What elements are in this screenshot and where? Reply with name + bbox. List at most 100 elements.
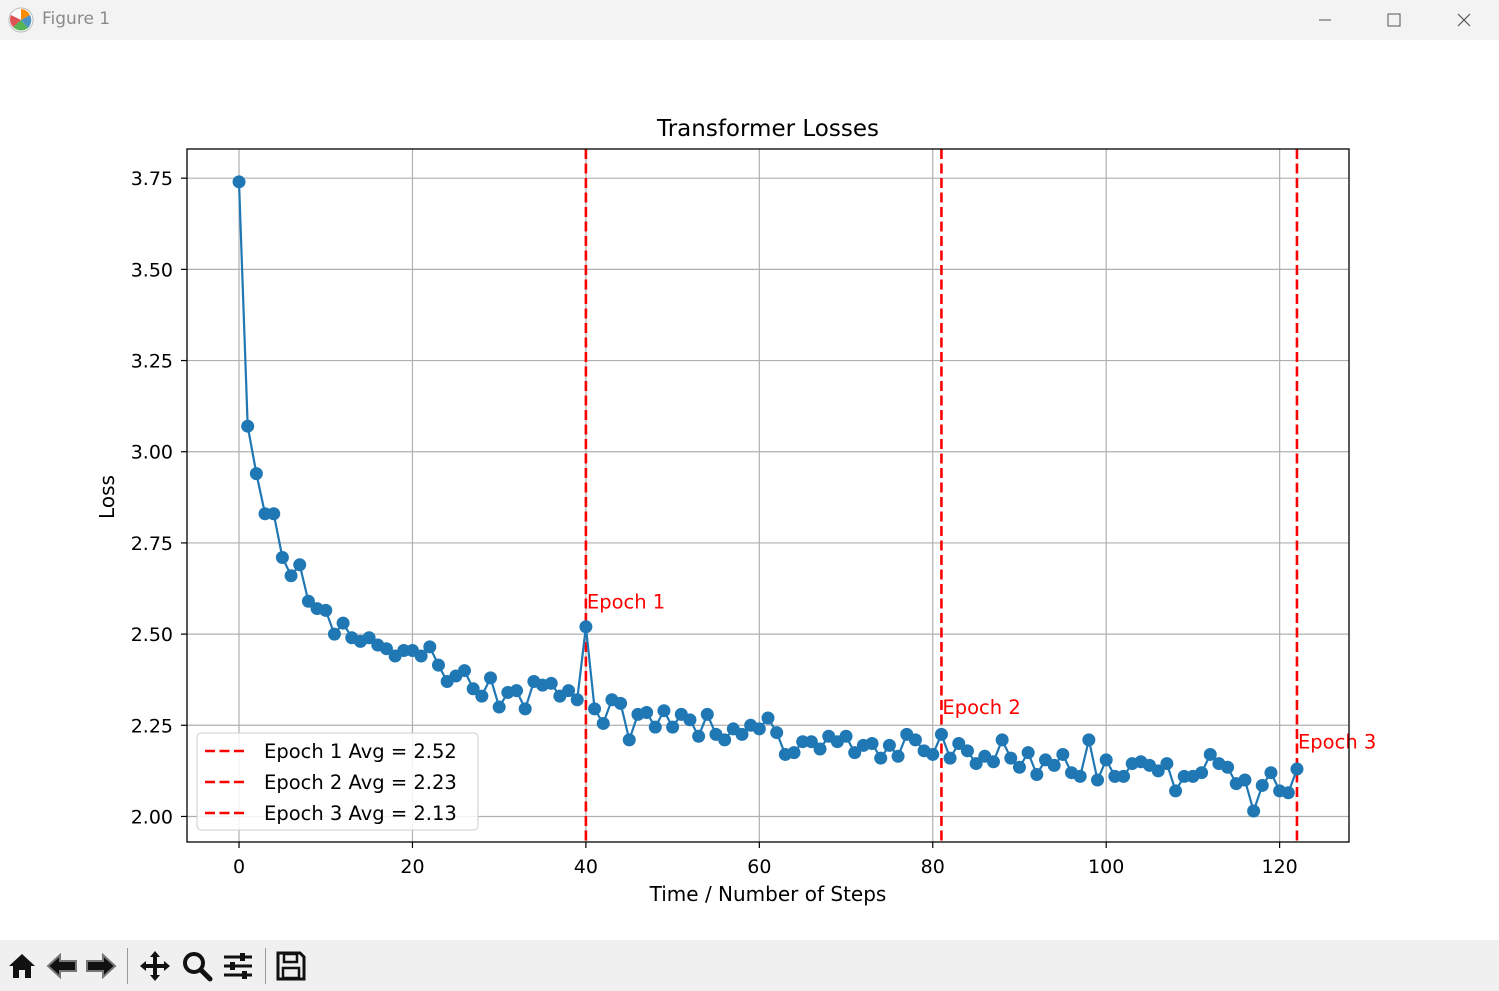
loss-data-point [492,700,506,714]
loss-data-point [657,704,671,718]
y-tick-label: 2.75 [131,533,173,555]
loss-data-point [475,689,489,703]
loss-data-point [1238,773,1252,787]
zoom-button[interactable] [179,948,215,984]
magnifier-icon [183,952,213,982]
back-arrow-icon [46,952,77,980]
y-tick-label: 2.50 [131,624,173,646]
loss-data-point [1247,804,1261,818]
x-tick-label: 20 [400,856,424,878]
loss-data-point [874,751,888,765]
loss-data-point [249,467,263,481]
epoch-label: Epoch 2 [942,696,1020,719]
loss-data-point [457,664,471,678]
minimize-button[interactable] [1290,0,1360,40]
loss-data-point [926,747,940,761]
loss-data-point [700,707,714,721]
loss-data-point [588,702,602,716]
toolbar-separator [265,948,266,984]
back-button[interactable] [44,948,80,984]
y-axis-label: Loss [95,475,119,519]
loss-data-point [1082,733,1096,747]
loss-data-point [622,733,636,747]
loss-data-point [1056,747,1070,761]
loss-data-point [761,711,775,725]
loss-data-point [579,620,593,634]
save-button[interactable] [273,948,309,984]
x-tick-label: 100 [1088,856,1124,878]
loss-data-point [275,551,289,565]
pan-button[interactable] [137,948,173,984]
epoch-label: Epoch 3 [1298,731,1376,754]
loss-data-point [1160,757,1174,771]
loss-data-point [960,744,974,758]
loss-data-point [1073,769,1087,783]
minimize-icon [1319,19,1331,21]
loss-data-point [1004,751,1018,765]
axes-frame [186,148,1350,843]
home-icon [9,954,35,978]
loss-data-point [952,737,966,751]
loss-data-point [839,729,853,743]
loss-data-point [431,658,445,672]
x-ticks: 0 20 40 60 80 100 120 [233,842,1298,878]
loss-data-point [544,676,558,690]
y-tick-label: 2.25 [131,715,173,737]
loss-data-point [1021,746,1035,760]
loss-data-point [1290,762,1304,776]
forward-button[interactable] [83,948,119,984]
loss-data-point [813,742,827,756]
x-tick-label: 0 [233,856,245,878]
loss-data-point [510,684,524,698]
loss-data-point [414,649,428,663]
loss-data-point [336,616,350,630]
close-icon [1457,13,1471,27]
loss-data-point [1151,764,1165,778]
loss-data-point [301,594,315,608]
loss-data-point [1169,784,1183,798]
navigation-toolbar [0,940,1499,991]
grid-lines [187,149,1349,842]
loss-chart: Epoch 1 Epoch 2 Epoch 3 0 20 40 60 80 100 120 2.… [95,116,1376,906]
matplotlib-app-icon [8,7,34,33]
forward-arrow-icon [86,952,117,980]
legend: Epoch 1 Avg = 2.52 Epoch 2 Avg = 2.23 Epoc… [196,732,479,831]
loss-data-point [648,720,662,734]
loss-data-point [1091,773,1105,787]
configure-subplots-button[interactable] [220,948,256,984]
maximize-button[interactable] [1359,0,1429,40]
loss-data-point [1195,766,1209,780]
floppy-disk-icon [276,951,306,981]
y-tick-label: 3.50 [131,259,173,281]
loss-data-point [1099,753,1113,767]
loss-data-point [1117,769,1131,783]
loss-data-point [1012,760,1026,774]
epoch-labels: Epoch 1 Epoch 2 Epoch 3 [587,590,1376,753]
close-button[interactable] [1429,0,1499,40]
loss-data-point [596,716,610,730]
loss-data-point [666,720,680,734]
loss-data-point [891,749,905,763]
loss-data-point [770,726,784,740]
home-button[interactable] [4,948,40,984]
loss-data-point [570,693,584,707]
maximize-icon [1387,13,1401,27]
loss-data-point [692,729,706,743]
loss-data-point [1264,766,1278,780]
legend-entry-label: Epoch 2 Avg = 2.23 [264,771,457,794]
loss-data-point [518,702,532,716]
window-title: Figure 1 [42,9,111,29]
loss-data-point [1255,778,1269,792]
loss-data-point [327,627,341,641]
y-ticks: 2.00 2.25 2.50 2.75 3.00 3.25 3.50 3.75 [131,168,187,828]
loss-data-point [804,735,818,749]
y-tick-label: 2.00 [131,806,173,828]
loss-data-point [969,757,983,771]
loss-data-point [267,507,281,521]
loss-data-point [735,727,749,741]
loss-data-point [614,696,628,710]
loss-data-point [466,682,480,696]
legend-entry-label: Epoch 3 Avg = 2.13 [264,802,457,825]
legend-entry-label: Epoch 1 Avg = 2.52 [264,740,457,763]
figure-canvas[interactable]: Epoch 1 Epoch 2 Epoch 3 0 20 40 60 80 100 120 2.… [0,40,1499,940]
